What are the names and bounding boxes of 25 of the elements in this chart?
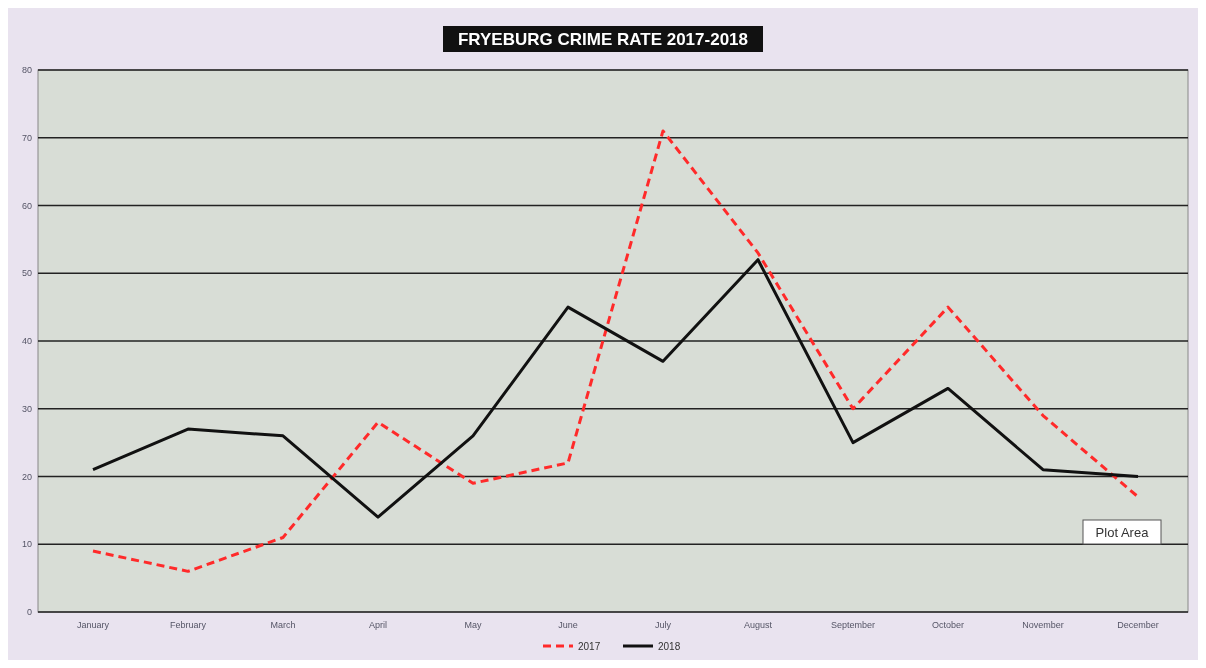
y-tick-label: 0 (26, 607, 32, 618)
x-tick-label: April (368, 620, 388, 630)
y-tick-label: 70 (21, 132, 32, 143)
x-tick-label: March (270, 620, 296, 630)
x-tick-label: May (464, 620, 482, 630)
x-tick-label: June (558, 620, 578, 630)
x-tick-label: August (743, 620, 773, 630)
y-tick-label: 50 (21, 268, 32, 279)
x-tick-label: January (76, 620, 110, 630)
x-tick-label: September (830, 620, 876, 630)
x-tick-label: November (1022, 620, 1064, 630)
annotation: Plot Area (1095, 525, 1150, 540)
y-tick-label: 10 (21, 539, 32, 550)
x-tick-label: December (1117, 620, 1159, 630)
legend-label: 2017 (578, 641, 601, 652)
chart-title: FRYEBURG CRIME RATE 2017-2018 (457, 30, 749, 49)
y-tick-label: 60 (21, 200, 32, 211)
x-tick-label: July (654, 620, 672, 630)
y-tick-label: 30 (21, 403, 32, 414)
y-tick-label: 80 (21, 65, 32, 76)
y-tick-label: 20 (21, 471, 32, 482)
x-tick-label: October (931, 620, 965, 630)
y-tick-label: 40 (21, 336, 32, 347)
legend-label: 2018 (658, 641, 681, 652)
x-tick-label: February (169, 620, 207, 630)
